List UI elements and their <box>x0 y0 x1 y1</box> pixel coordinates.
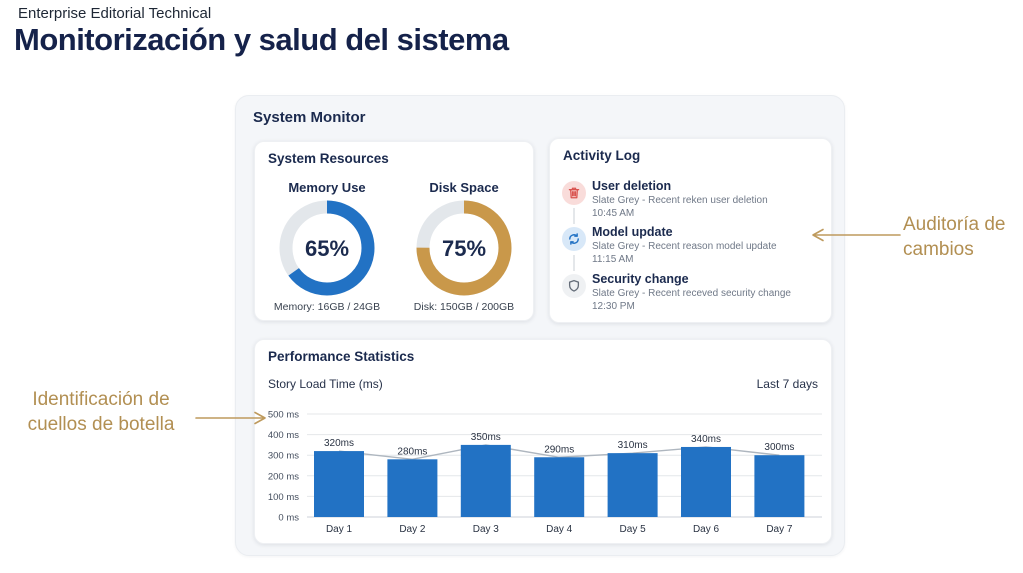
entry-time: 12:30 PM <box>592 301 635 313</box>
svg-text:Day 3: Day 3 <box>473 524 500 535</box>
sync-icon <box>562 227 586 251</box>
annotation-bottleneck: Identificación de cuellos de botella <box>27 389 175 435</box>
svg-text:400 ms: 400 ms <box>268 430 299 441</box>
story-load-time-bar-chart: 0 ms 100 ms 200 ms 300 ms 400 ms 500 ms 320ms D… <box>255 398 833 540</box>
disk-gauge: Disk Space 75% Disk: 150GB / 200GB <box>398 180 530 313</box>
entry-time: 11:15 AM <box>592 254 634 266</box>
svg-text:Day 7: Day 7 <box>766 524 793 535</box>
svg-text:500 ms: 500 ms <box>268 410 299 421</box>
arrow-left-icon <box>806 227 902 248</box>
page-title: Monitorización y salud del sistema <box>14 22 509 57</box>
svg-text:Day 6: Day 6 <box>693 524 720 535</box>
annotation-audit: Auditoría de cambios <box>903 214 1006 260</box>
svg-text:300ms: 300ms <box>764 442 794 453</box>
memory-gauge-caption: Memory: 16GB / 24GB <box>273 301 381 313</box>
activity-log-card: Activity Log User deletion Slate Grey - … <box>549 138 832 323</box>
entry-title: Security change <box>592 272 689 286</box>
entry-subtitle: Slate Grey - Recent reken user deletion <box>592 195 768 207</box>
svg-text:310ms: 310ms <box>618 440 648 451</box>
svg-text:65%: 65% <box>305 236 349 261</box>
activity-entry: Model update Slate Grey - Recent reason … <box>562 225 822 265</box>
svg-text:340ms: 340ms <box>691 434 721 445</box>
svg-text:200 ms: 200 ms <box>268 471 299 482</box>
svg-text:Day 4: Day 4 <box>546 524 573 535</box>
entry-title: User deletion <box>592 179 672 193</box>
disk-gauge-caption: Disk: 150GB / 200GB <box>413 301 515 313</box>
svg-text:280ms: 280ms <box>397 446 427 457</box>
svg-text:100 ms: 100 ms <box>268 492 299 503</box>
panel-title: System Monitor <box>253 109 366 126</box>
timeline-connector <box>573 255 575 271</box>
memory-donut-chart: 65% <box>279 200 375 296</box>
svg-text:75%: 75% <box>442 236 486 261</box>
activity-entry: User deletion Slate Grey - Recent reken … <box>562 179 822 219</box>
entry-subtitle: Slate Grey - Recent reason model update <box>592 241 777 253</box>
memory-gauge-label: Memory Use <box>288 180 366 195</box>
entry-time: 10:45 AM <box>592 208 635 220</box>
disk-donut-chart: 75% <box>416 200 512 296</box>
memory-gauge: Memory Use 65% Memory: 16GB / 24GB <box>261 180 393 313</box>
entry-subtitle: Slate Grey - Recent receved security cha… <box>592 288 791 300</box>
svg-text:300 ms: 300 ms <box>268 451 299 462</box>
performance-title: Performance Statistics <box>268 349 415 364</box>
svg-text:Day 5: Day 5 <box>620 524 647 535</box>
performance-card: Performance Statistics Story Load Time (… <box>254 339 832 544</box>
trash-icon <box>562 181 586 205</box>
svg-text:350ms: 350ms <box>471 432 501 443</box>
svg-text:Day 2: Day 2 <box>399 524 426 535</box>
arrow-right-icon <box>194 410 272 431</box>
system-resources-card: System Resources Memory Use 65% Memory: … <box>254 141 534 321</box>
metric-label: Story Load Time (ms) <box>268 377 383 391</box>
system-monitor-panel: System Monitor System Resources Memory U… <box>235 95 845 556</box>
eyebrow: Enterprise Editorial Technical <box>18 5 212 22</box>
activity-title: Activity Log <box>563 148 641 163</box>
chart-header: Story Load Time (ms) Last 7 days <box>268 377 818 391</box>
range-label: Last 7 days <box>756 377 818 391</box>
svg-text:Day 1: Day 1 <box>326 524 353 535</box>
svg-text:0 ms: 0 ms <box>278 513 299 524</box>
disk-gauge-label: Disk Space <box>429 180 499 195</box>
shield-icon <box>562 274 586 298</box>
entry-title: Model update <box>592 225 673 239</box>
svg-text:290ms: 290ms <box>544 444 574 455</box>
resources-title: System Resources <box>268 151 389 166</box>
timeline-connector <box>573 208 575 224</box>
svg-text:320ms: 320ms <box>324 438 354 449</box>
activity-entry: Security change Slate Grey - Recent rece… <box>562 272 822 312</box>
